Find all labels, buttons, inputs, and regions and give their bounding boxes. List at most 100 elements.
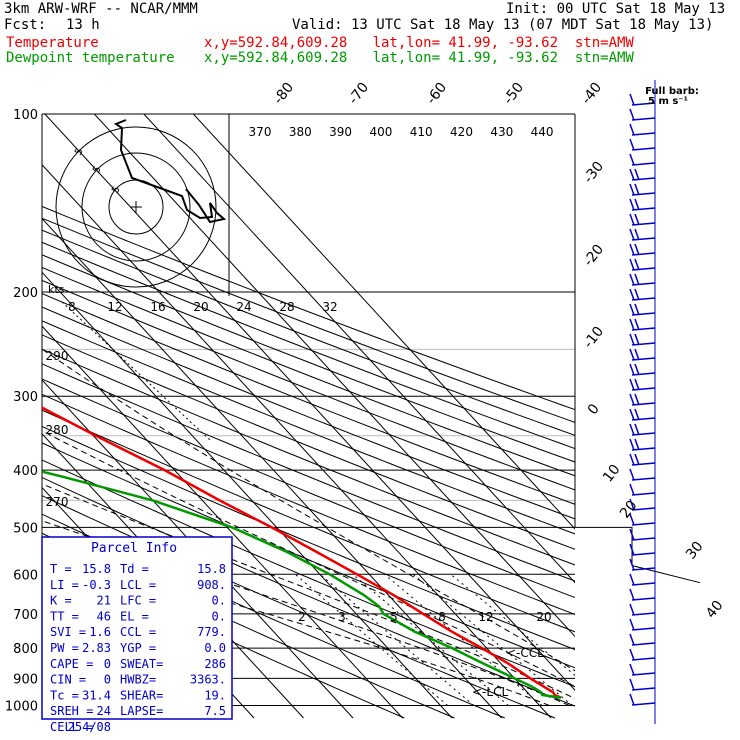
barb-shaft [631, 207, 656, 211]
dry-adiabat [42, 229, 575, 436]
wind-barb [629, 123, 656, 136]
dry-adiabat [42, 217, 575, 423]
parcel-key: SWEAT= [120, 657, 163, 671]
barb-flag [629, 288, 635, 301]
plot-border-step [575, 526, 701, 584]
parcel-key: CAPE = [50, 657, 93, 671]
mixing-ratio-label: 8 [438, 610, 446, 624]
wind-barb [629, 438, 656, 451]
wind-barb [629, 93, 656, 106]
dry-adiabat [42, 425, 575, 651]
hodograph-ring [55, 126, 217, 288]
barb-shaft [631, 237, 656, 241]
barb-flag [634, 363, 640, 376]
parcel-key: CIN = [50, 673, 86, 687]
barb-flag [634, 318, 640, 331]
wind-barb [629, 258, 656, 271]
pressure-label: 800 [13, 642, 38, 657]
wind-barb [629, 603, 656, 616]
dry-adiabat-label: 270 [46, 495, 69, 509]
barb-shaft [631, 522, 656, 526]
pressure-label: 500 [13, 521, 38, 536]
barb-flag [634, 183, 640, 196]
hodograph-ring-label: 5 [73, 146, 86, 157]
isotherm-label: -20 [581, 242, 608, 270]
hodograph-speed-label: 28 [279, 300, 294, 314]
wind-barb [629, 348, 656, 361]
wind-barb-column: Full barb:5 m s⁻¹ [629, 80, 699, 724]
parcel-key: LI = [50, 578, 79, 592]
barb-flag [629, 483, 635, 496]
parcel-value: 19. [204, 688, 226, 702]
barb-shaft [631, 177, 656, 181]
wind-barb [629, 273, 656, 286]
barb-flag [629, 438, 635, 451]
barb-flag [629, 558, 635, 571]
dry-adiabat [42, 409, 575, 633]
hodograph-trace [113, 119, 227, 224]
barb-shaft [631, 507, 656, 511]
dry-adiabat-label: 290 [46, 349, 69, 363]
dewpoint-legend-label: Dewpoint temperature [6, 50, 175, 66]
barb-flag [629, 543, 635, 556]
barb-flag [629, 423, 635, 436]
barb-shaft [631, 582, 656, 586]
parcel-value: 15.8 [82, 562, 111, 576]
parcel-title: Parcel Info [91, 541, 177, 556]
barb-flag [629, 213, 635, 226]
parcel-value: 7.5 [204, 704, 226, 718]
mixing-ratio-line [294, 573, 448, 706]
barb-shaft [631, 492, 656, 496]
barb-flag [629, 408, 635, 421]
barb-flag [629, 513, 635, 526]
parcel-value: 0.0 [204, 641, 226, 655]
valid-time: Valid: 13 UTC Sat 18 May 13 (07 MDT Sat … [292, 17, 714, 33]
barb-shaft [631, 657, 656, 661]
forecast-hour: 13 h [66, 17, 100, 33]
barb-flag [629, 153, 635, 166]
wind-barb [629, 408, 656, 421]
barb-flag [634, 423, 640, 436]
barb-shaft [631, 417, 656, 421]
barb-flag [634, 378, 640, 391]
barb-shaft [631, 687, 656, 691]
barb-flag [634, 333, 640, 346]
wind-barb [629, 288, 656, 301]
barb-shaft [631, 147, 656, 151]
wind-barb [629, 483, 656, 496]
theta-label: 430 [490, 125, 513, 139]
barb-flag [629, 108, 635, 121]
wind-barb [629, 423, 656, 436]
wind-barb [629, 498, 656, 511]
hodograph-speed-label: 8 [68, 300, 76, 314]
barb-flag [629, 678, 635, 691]
barb-flag [629, 168, 635, 181]
barb-flag [629, 573, 635, 586]
theta-label: 380 [289, 125, 312, 139]
forecast-label: Fcst: [4, 17, 47, 33]
dry-adiabat [42, 393, 575, 615]
barb-flag [634, 213, 640, 226]
barb-shaft [631, 297, 656, 301]
barb-shaft [631, 552, 656, 556]
dry-adiabat [42, 363, 575, 582]
barb-shaft [631, 627, 656, 631]
wind-barb [629, 108, 656, 121]
theta-label: 420 [450, 125, 473, 139]
wind-barb [629, 393, 656, 406]
dry-adiabat-label: 280 [46, 423, 69, 437]
isotherm-line [42, 163, 552, 719]
barb-flag [629, 663, 635, 676]
parcel-box [41, 536, 233, 720]
barb-legend-line2: 5 m s⁻¹ [648, 96, 688, 107]
wind-barb [629, 513, 656, 526]
pressure-label: 300 [13, 390, 38, 405]
isotherm-line [42, 217, 502, 719]
barb-shaft [631, 117, 656, 121]
barb-flag [634, 198, 640, 211]
profile-dewpoint-temperature [42, 470, 562, 699]
barb-flag [634, 438, 640, 451]
hodograph-ring-label: 5 [110, 184, 123, 195]
wind-barb [629, 453, 656, 466]
model-title: 3km ARW-WRF -- NCAR/MMM [4, 1, 198, 17]
